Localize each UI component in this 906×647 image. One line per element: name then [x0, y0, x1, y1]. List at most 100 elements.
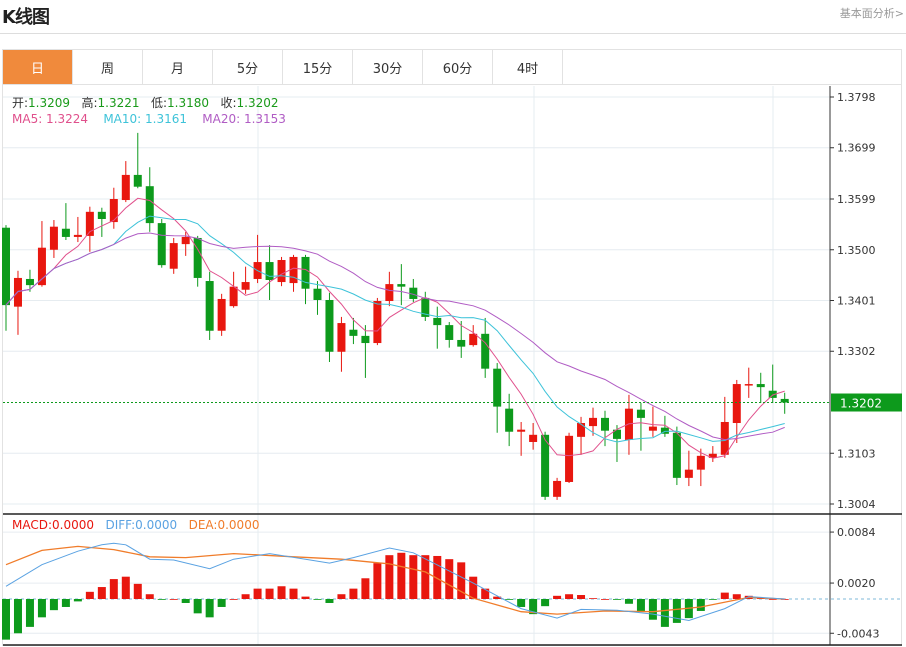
candle-up: [589, 407, 598, 436]
open-value: 1.3209: [28, 96, 71, 110]
macd-bar-positive: [301, 596, 310, 599]
candle-body: [768, 390, 777, 398]
candle-up: [529, 423, 538, 450]
candle-body: [337, 323, 346, 352]
candle-up: [37, 221, 46, 287]
tab-month[interactable]: 月: [143, 50, 213, 84]
macd-bar-positive: [109, 579, 118, 599]
diff-value: DIFF:0.0000: [105, 518, 178, 532]
candle-body: [696, 455, 705, 470]
macd-bar-positive: [145, 594, 154, 599]
macd-bar-positive: [253, 588, 262, 599]
candle-down: [157, 218, 166, 268]
macd-bar-negative: [73, 599, 82, 602]
candle-up: [565, 432, 574, 483]
tab-60min[interactable]: 60分: [423, 50, 493, 84]
macd-bar-positive: [732, 594, 741, 599]
candle-body: [301, 256, 310, 289]
macd-bar-negative: [157, 599, 166, 600]
candle-up: [229, 271, 238, 308]
candle-down: [421, 291, 430, 322]
macd-bar-positive: [97, 587, 106, 599]
macd-bar-negative: [61, 599, 70, 607]
candle-down: [541, 431, 550, 500]
candle-body: [193, 237, 202, 278]
candle-down: [301, 254, 310, 305]
macd-axis-label: -0.0043: [837, 627, 879, 640]
macd-bar-positive: [445, 559, 454, 599]
macd-legend: MACD:0.0000 DIFF:0.0000 DEA:0.0000: [12, 518, 259, 532]
candle-body: [421, 297, 430, 317]
candle-body: [349, 329, 358, 336]
macd-bar-positive: [720, 592, 729, 599]
tab-4hour[interactable]: 4时: [493, 50, 563, 84]
candle-body: [49, 226, 58, 250]
candle-down: [768, 364, 777, 404]
candle-down: [433, 306, 442, 349]
candle-up: [373, 297, 382, 346]
candle-down: [133, 132, 142, 189]
candle-down: [612, 425, 621, 462]
candle-body: [313, 288, 322, 300]
close-value: 1.3202: [236, 96, 279, 110]
candle-body: [205, 281, 214, 331]
macd-bar-negative: [13, 599, 22, 634]
candle-up: [708, 446, 717, 462]
candle-body: [732, 384, 741, 424]
page-title: K线图: [2, 7, 50, 28]
macd-bar-positive: [409, 555, 418, 599]
price-axis-label: 1.3599: [837, 193, 876, 206]
candle-down: [97, 207, 106, 237]
ma5-line: [5, 197, 785, 459]
candle-body: [720, 421, 729, 455]
candle-body: [181, 236, 190, 245]
candle-up: [277, 256, 286, 287]
fundamental-analysis-link[interactable]: 基本面分析>: [839, 7, 904, 20]
candle-body: [409, 287, 418, 299]
candle-up: [744, 367, 753, 398]
macd-bar-positive: [361, 578, 370, 599]
macd-bar-negative: [325, 599, 334, 603]
divider: [0, 33, 906, 34]
candle-body: [241, 282, 250, 290]
tab-5min[interactable]: 5分: [213, 50, 283, 84]
candle-body: [780, 398, 789, 403]
candle-down: [672, 426, 681, 486]
candle-up: [217, 293, 226, 336]
candle-up: [732, 379, 741, 444]
candle-body: [385, 284, 394, 302]
candle-body: [109, 199, 118, 223]
candle-body: [73, 234, 82, 237]
ohlc-legend: 开:1.3209 高:1.3221 低:1.3180 收:1.3202: [12, 94, 279, 111]
macd-bar-positive: [780, 599, 789, 600]
candle-down: [660, 415, 669, 437]
macd-bar-positive: [565, 594, 574, 599]
price-axis-label: 1.3500: [837, 244, 876, 257]
macd-bar-positive: [241, 594, 250, 599]
candle-body: [756, 384, 765, 388]
macd-bar-negative: [313, 599, 322, 600]
candle-body: [13, 277, 22, 307]
candle-up: [385, 271, 394, 307]
candle-body: [660, 427, 669, 434]
tab-day[interactable]: 日: [3, 50, 73, 84]
candle-down: [25, 269, 34, 292]
candle-up: [169, 237, 178, 274]
high-label: 高:: [81, 96, 98, 110]
macd-bar-negative: [636, 599, 645, 611]
tab-week[interactable]: 周: [73, 50, 143, 84]
period-tabs: 日 周 月 5分 15分 30分 60分 4时: [2, 49, 902, 85]
tab-30min[interactable]: 30分: [353, 50, 423, 84]
macd-bar-negative: [672, 599, 681, 623]
candle-up: [696, 448, 705, 487]
candle-body: [397, 284, 406, 287]
price-axis-label: 1.3699: [837, 142, 876, 155]
tab-15min[interactable]: 15分: [283, 50, 353, 84]
dea-value: DEA:0.0000: [188, 518, 260, 532]
candle-down: [193, 235, 202, 287]
macd-bar-positive: [768, 599, 777, 600]
macd-bar-negative: [517, 599, 526, 607]
last-price-label: 1.3202: [840, 397, 882, 411]
macd-bar-positive: [756, 598, 765, 600]
